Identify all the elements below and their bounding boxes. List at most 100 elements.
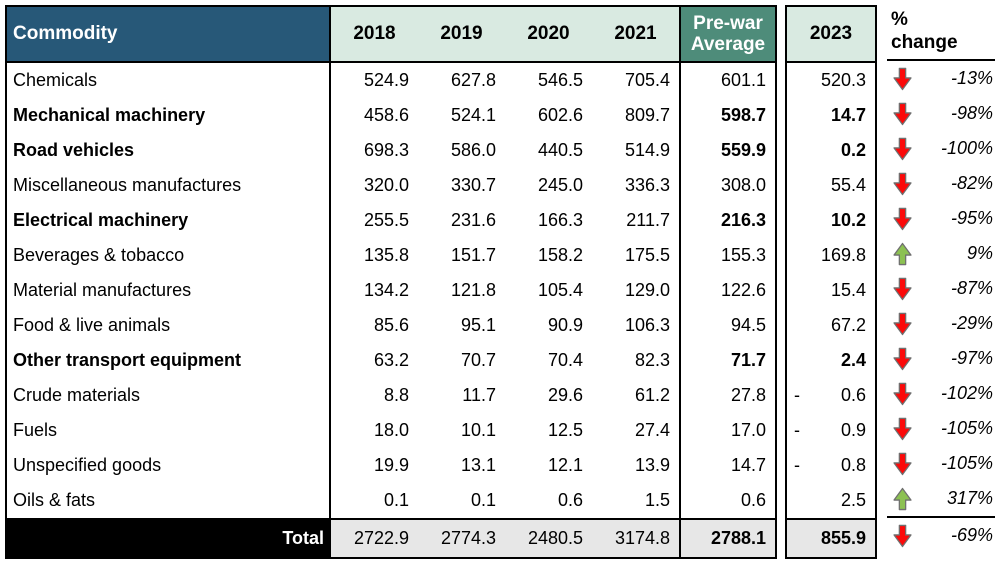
negative-sign: - — [794, 420, 800, 440]
header-row: Commodity 2018 2019 2020 2021 Pre-war Av… — [7, 7, 775, 63]
value-2021: 705.4 — [624, 70, 670, 90]
pct-change-column: % change -13% -98% -100% -82% -95% 9% -8… — [887, 5, 995, 553]
pct-change-row: -98% — [887, 96, 995, 131]
value-2021: 129.0 — [624, 280, 670, 300]
value-2020: 12.1 — [547, 455, 583, 475]
total-2023: 855.9 — [787, 518, 875, 557]
pct-change-row: -29% — [887, 306, 995, 341]
pct-change-row: -82% — [887, 166, 995, 201]
negative-sign: - — [794, 385, 800, 405]
pct-change-row: -97% — [887, 341, 995, 376]
value-2021: 82.3 — [634, 350, 670, 370]
value-2020: 546.5 — [537, 70, 583, 90]
value-2019: 95.1 — [460, 315, 496, 335]
up-arrow-icon — [893, 242, 912, 265]
pct-change-header: % change — [887, 5, 995, 61]
value-2023: 0.6 — [840, 385, 866, 405]
main-table-block: Commodity 2018 2019 2020 2021 Pre-war Av… — [5, 5, 777, 559]
value-2018: 524.9 — [363, 70, 409, 90]
year-2023-row: 2.4 — [787, 343, 875, 378]
pct-change-value: -100% — [940, 138, 993, 158]
value-2018: 0.1 — [383, 490, 409, 510]
pct-change-row: -105% — [887, 446, 995, 481]
year-2023-row: - 0.8 — [787, 448, 875, 483]
value-2018: 134.2 — [363, 280, 409, 300]
value-2023: 0.8 — [840, 455, 866, 475]
value-2023: 0.9 — [840, 420, 866, 440]
value-prewar: 14.7 — [679, 448, 775, 483]
table-row: Oils & fats 0.1 0.1 0.6 1.5 0.6 — [7, 483, 775, 518]
value-prewar: 216.3 — [679, 203, 775, 238]
table-row: Material manufactures 134.2 121.8 105.4 … — [7, 273, 775, 308]
pct-change-row: -13% — [887, 61, 995, 96]
pct-change-value: 9% — [966, 243, 993, 263]
pct-change-row: -100% — [887, 131, 995, 166]
value-2019: 10.1 — [460, 420, 496, 440]
down-arrow-icon — [893, 102, 912, 125]
year-2023-row: 0.2 — [787, 133, 875, 168]
value-2023: 0.2 — [840, 140, 866, 160]
year-2023-row: - 0.9 — [787, 413, 875, 448]
total-2018: 2722.9 — [331, 520, 418, 557]
year-2023-row: 14.7 — [787, 98, 875, 133]
value-2020: 105.4 — [537, 280, 583, 300]
value-2023: 2.5 — [840, 490, 866, 510]
pct-change-value: -105% — [940, 453, 993, 473]
pct-change-value: -95% — [950, 208, 993, 228]
commodity-name: Material manufactures — [7, 273, 331, 308]
prewar-average-header: Pre-war Average — [679, 7, 775, 61]
year-2023-block: 2023 520.3 14.7 0.2 55.4 10.2 169.8 15.4… — [785, 5, 877, 559]
year-2020-header: 2020 — [505, 7, 592, 61]
commodity-name: Food & live animals — [7, 308, 331, 343]
down-arrow-icon — [893, 172, 912, 195]
year-2023-row: 169.8 — [787, 238, 875, 273]
value-prewar: 601.1 — [679, 63, 775, 98]
value-2020: 602.6 — [537, 105, 583, 125]
down-arrow-icon — [893, 277, 912, 300]
pct-change-row: -87% — [887, 271, 995, 306]
year-2019-header: 2019 — [418, 7, 505, 61]
value-2020: 12.5 — [547, 420, 583, 440]
down-arrow-icon — [893, 137, 912, 160]
value-2021: 106.3 — [624, 315, 670, 335]
commodity-name: Other transport equipment — [7, 343, 331, 378]
value-2020: 29.6 — [547, 385, 583, 405]
pct-header-line1: % — [891, 9, 908, 31]
value-2020: 90.9 — [547, 315, 583, 335]
commodity-name: Oils & fats — [7, 483, 331, 518]
year-2023-body: 520.3 14.7 0.2 55.4 10.2 169.8 15.4 67.2… — [787, 63, 875, 518]
value-2018: 18.0 — [373, 420, 409, 440]
value-2019: 13.1 — [460, 455, 496, 475]
table-row: Other transport equipment 63.2 70.7 70.4… — [7, 343, 775, 378]
commodity-name: Unspecified goods — [7, 448, 331, 483]
year-2023-row: - 0.6 — [787, 378, 875, 413]
pct-change-value: -97% — [950, 348, 993, 368]
value-prewar: 71.7 — [679, 343, 775, 378]
pct-change-row: 9% — [887, 236, 995, 271]
value-prewar: 122.6 — [679, 273, 775, 308]
table-row: Miscellaneous manufactures 320.0 330.7 2… — [7, 168, 775, 203]
down-arrow-icon — [893, 417, 912, 440]
table-body: Chemicals 524.9 627.8 546.5 705.4 601.1 … — [7, 63, 775, 518]
year-2023-row: 55.4 — [787, 168, 875, 203]
value-2020: 158.2 — [537, 245, 583, 265]
value-2023: 2.4 — [840, 350, 866, 370]
value-prewar: 0.6 — [679, 483, 775, 518]
down-arrow-icon — [893, 452, 912, 475]
value-2021: 13.9 — [634, 455, 670, 475]
value-2021: 27.4 — [634, 420, 670, 440]
commodity-column-header: Commodity — [7, 7, 331, 61]
value-2019: 586.0 — [450, 140, 496, 160]
table-row: Mechanical machinery 458.6 524.1 602.6 8… — [7, 98, 775, 133]
year-2023-row: 10.2 — [787, 203, 875, 238]
value-2020: 440.5 — [537, 140, 583, 160]
value-2023: 10.2 — [830, 210, 866, 230]
commodity-name: Fuels — [7, 413, 331, 448]
table-row: Electrical machinery 255.5 231.6 166.3 2… — [7, 203, 775, 238]
value-2019: 231.6 — [450, 210, 496, 230]
value-2018: 320.0 — [363, 175, 409, 195]
commodity-name: Electrical machinery — [7, 203, 331, 238]
value-2019: 11.7 — [462, 385, 496, 405]
year-2018-header: 2018 — [331, 7, 418, 61]
value-prewar: 559.9 — [679, 133, 775, 168]
